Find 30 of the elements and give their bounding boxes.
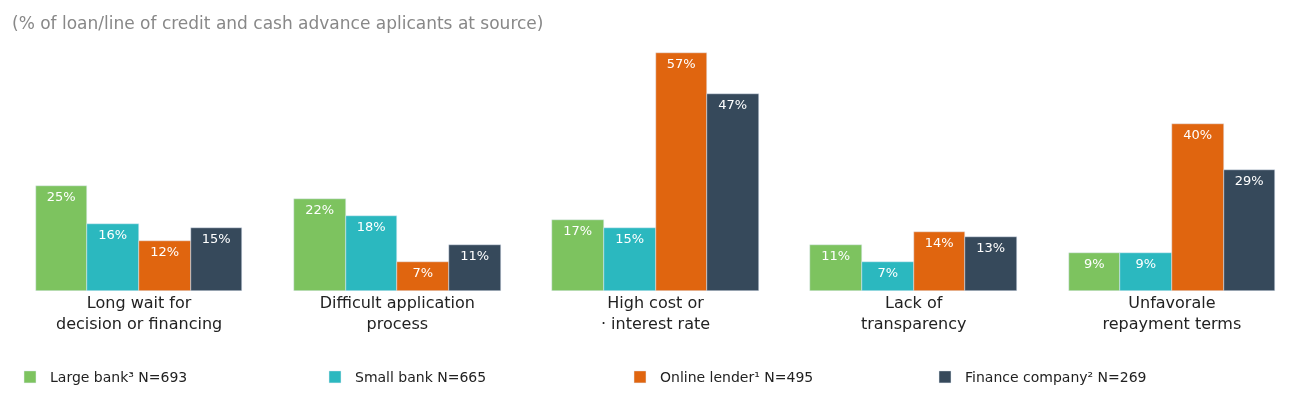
data-label: 13% xyxy=(976,239,1006,255)
data-label: 16% xyxy=(98,226,128,242)
data-label: 15% xyxy=(201,230,231,246)
data-label: 17% xyxy=(563,222,593,238)
data-label: 25% xyxy=(46,188,76,204)
x-tick-label: Unfavorale repayment terms xyxy=(1102,293,1242,333)
data-label: 7% xyxy=(412,264,434,280)
x-tick-label: High cost or · interest rate xyxy=(600,293,711,333)
data-label: 14% xyxy=(924,234,954,250)
data-label: 29% xyxy=(1234,172,1264,188)
data-label: 12% xyxy=(150,243,180,259)
legend-label: Finance company² N=269 xyxy=(965,369,1147,386)
chart-subtitle: (% of loan/line of credit and cash advance aplicants at source) xyxy=(12,13,544,33)
x-tick-label: Lack of transparency xyxy=(860,293,967,333)
data-label: 11% xyxy=(821,247,851,263)
data-label: 40% xyxy=(1183,126,1213,142)
data-label: 7% xyxy=(877,264,899,280)
data-label: 57% xyxy=(666,55,696,71)
x-tick-label: Difficult application process xyxy=(319,293,475,333)
data-label: 18% xyxy=(356,218,386,234)
data-label: 11% xyxy=(460,247,490,263)
data-label: 22% xyxy=(305,201,335,217)
data-label: 47% xyxy=(718,96,748,112)
legend-label: Large bank³ N=693 xyxy=(50,369,188,386)
legend-label: Small bank N=665 xyxy=(355,369,487,386)
legend-label: Online lender¹ N=495 xyxy=(660,369,814,386)
x-tick-label: Long wait for decision or financing xyxy=(56,293,223,333)
data-label: 15% xyxy=(615,230,645,246)
data-label: 9% xyxy=(1135,255,1157,271)
data-label: 9% xyxy=(1083,255,1105,271)
